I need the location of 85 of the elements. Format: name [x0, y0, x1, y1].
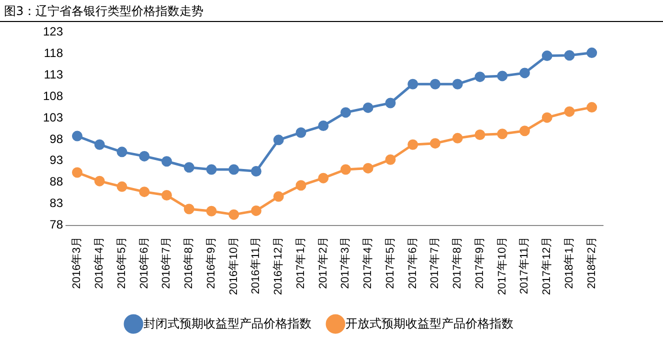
point	[116, 181, 128, 192]
point	[586, 102, 598, 113]
y-tick-label: 88	[50, 174, 64, 189]
chart-title: 图3：辽宁省各银行类型价格指数走势	[0, 0, 663, 22]
x-tick-label: 2017年12月	[541, 236, 554, 296]
point	[273, 134, 284, 146]
x-tick-label: 2017年4月	[362, 236, 374, 289]
point	[408, 139, 418, 150]
point	[161, 190, 172, 201]
x-tick-label: 2017年10月	[496, 236, 508, 296]
point	[206, 164, 217, 175]
point	[139, 186, 150, 198]
x-tick-label: 2017年2月	[317, 236, 330, 289]
x-tick-label: 2017年8月	[452, 236, 464, 289]
point	[94, 139, 105, 150]
point	[362, 162, 374, 174]
point	[362, 102, 374, 113]
point	[542, 112, 552, 123]
y-tick-label: 78	[50, 218, 64, 232]
point	[474, 72, 486, 82]
point	[385, 98, 396, 108]
legend-label: 封闭式预期收益型产品价格指数	[144, 316, 312, 330]
point	[452, 132, 463, 144]
point	[385, 154, 396, 165]
point	[296, 127, 306, 138]
x-tick-label: 2017年5月	[384, 236, 396, 289]
x-tick-label: 2018年2月	[586, 236, 598, 289]
y-tick-label: 98	[50, 132, 64, 146]
point	[250, 205, 262, 216]
x-tick-label: 2017年11月	[518, 236, 531, 294]
point	[564, 50, 575, 61]
y-tick-label: 113	[44, 67, 64, 82]
point	[139, 150, 150, 162]
point	[452, 78, 463, 90]
point	[497, 128, 508, 140]
point	[408, 78, 418, 90]
point	[161, 156, 172, 167]
x-tick-label: 2017年6月	[406, 236, 419, 289]
y-tick-label: 123	[42, 24, 64, 39]
y-tick-label: 108	[42, 88, 64, 103]
point	[340, 107, 351, 118]
point	[474, 130, 486, 140]
x-tick-label: 2016年7月	[160, 236, 173, 289]
x-tick-label: 2016年12月	[272, 236, 285, 296]
x-tick-label: 2016年9月	[205, 236, 218, 289]
point	[318, 172, 329, 184]
x-tick-label: 2016年11月	[250, 236, 262, 294]
y-tick-label: 103	[42, 110, 64, 124]
x-tick-label: 2016年8月	[183, 236, 196, 289]
point	[72, 130, 82, 142]
point	[184, 204, 194, 214]
point	[72, 167, 82, 178]
point	[296, 180, 306, 191]
point	[228, 209, 240, 220]
legend-label: 开放式预期收益型产品价格指数	[346, 316, 514, 330]
point	[542, 50, 552, 62]
point	[497, 70, 508, 82]
x-tick-label: 2016年3月	[71, 236, 84, 289]
x-tick-label: 2016年4月	[94, 236, 106, 289]
y-tick-label: 93	[50, 153, 64, 168]
x-tick-label: 2017年7月	[429, 236, 442, 289]
y-tick-label: 83	[50, 196, 64, 210]
x-tick-label: 2016年6月	[138, 236, 150, 289]
x-tick-label: 2017年1月	[294, 236, 307, 289]
point	[586, 48, 598, 58]
point	[228, 164, 240, 175]
point	[564, 106, 575, 117]
y-tick-label: 118	[44, 46, 64, 60]
point	[318, 120, 329, 131]
x-tick-label: 2017年9月	[474, 236, 486, 289]
point	[430, 138, 440, 149]
point	[250, 166, 262, 176]
point	[94, 176, 105, 186]
point	[519, 126, 530, 136]
point	[273, 191, 284, 202]
point	[184, 162, 194, 173]
x-tick-label: 2016年5月	[116, 236, 128, 289]
point	[116, 146, 128, 158]
point	[206, 206, 217, 216]
point	[340, 164, 351, 175]
point	[430, 78, 440, 90]
point	[519, 68, 530, 78]
x-tick-label: 2018年1月	[563, 236, 576, 289]
x-tick-label: 2017年3月	[340, 236, 352, 289]
x-tick-label: 2016年10月	[228, 236, 240, 296]
